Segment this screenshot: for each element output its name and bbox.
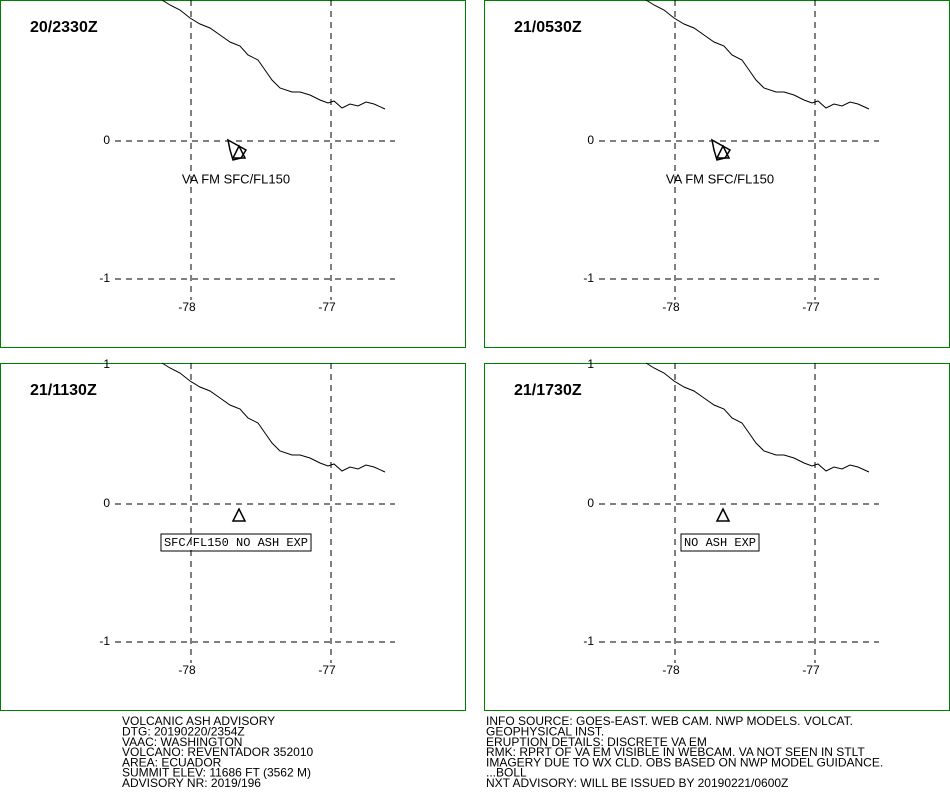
valid-time: 21/1130Z xyxy=(30,382,97,399)
lat-label: -1 xyxy=(583,271,594,285)
footer-line: IMAGERY DUE TO WX CLD. OBS BASED ON NWP … xyxy=(486,755,883,769)
lon-label: -77 xyxy=(802,663,820,677)
lat-label: 1 xyxy=(103,357,110,371)
footer-line: RMK: RPRT OF VA EM VISIBLE IN WEBCAM. VA… xyxy=(486,745,865,759)
volcano-icon xyxy=(715,507,731,522)
footer-line: INFO SOURCE: GOES-EAST. WEB CAM. NWP MOD… xyxy=(486,714,853,728)
lat-label: -1 xyxy=(99,634,110,648)
footer-line: NXT ADVISORY: WILL BE ISSUED BY 20190221… xyxy=(486,776,788,790)
label-box xyxy=(680,533,760,552)
valid-time: 21/0530Z xyxy=(514,19,582,36)
lon-label: -78 xyxy=(178,663,196,677)
lat-label: 0 xyxy=(103,133,110,147)
footer-line: AREA: ECUADOR xyxy=(122,755,222,769)
footer-line: VOLCANO: REVENTADOR 352010 xyxy=(122,745,314,759)
lon-label: -78 xyxy=(662,300,680,314)
lon-label: -78 xyxy=(662,663,680,677)
lon-label: -77 xyxy=(318,663,336,677)
lat-label: 0 xyxy=(587,496,594,510)
map-panel: 21/1730Z 1 0 -1 -78 -77 NO ASH EXP xyxy=(484,357,950,711)
coastline xyxy=(645,362,870,473)
lat-label: 0 xyxy=(103,496,110,510)
valid-time: 20/2330Z xyxy=(30,19,98,36)
lat-label: -1 xyxy=(583,634,594,648)
panel-border xyxy=(0,0,466,348)
map-panel: 21/1130Z 1 0 -1 -78 -77 SFC/FL150 NO ASH EXP xyxy=(0,357,466,711)
lon-label: -78 xyxy=(178,300,196,314)
coastline xyxy=(161,362,386,473)
ash-area xyxy=(710,138,732,161)
no-ash-label: NO ASH EXP xyxy=(684,536,756,550)
lon-label: -77 xyxy=(802,300,820,314)
footer-line: GEOPHYSICAL INST. xyxy=(486,724,604,738)
label-box xyxy=(160,533,312,552)
footer-line: VOLCANIC ASH ADVISORY xyxy=(122,714,275,728)
coastline xyxy=(161,0,386,110)
footer-line: ...BOLL xyxy=(486,766,527,780)
footer-line: VAAC: WASHINGTON xyxy=(122,735,242,749)
ash-label: VA FM SFC/FL150 xyxy=(182,171,290,186)
lon-label: -77 xyxy=(318,300,336,314)
no-ash-label: SFC/FL150 NO ASH EXP xyxy=(164,536,308,550)
coastline xyxy=(645,0,870,110)
footer-line: DTG: 20190220/2354Z xyxy=(122,724,245,738)
lat-label: -1 xyxy=(99,271,110,285)
valid-time: 21/1730Z xyxy=(514,382,582,399)
footer-line: ADVISORY NR: 2019/196 xyxy=(122,776,261,790)
lat-label: 1 xyxy=(587,357,594,371)
footer-line: SUMMIT ELEV: 11686 FT (3562 M) xyxy=(122,766,311,780)
map-panel: 21/0530Z 0 -1 -78 -77 VA FM SFC/FL150 xyxy=(484,0,950,348)
ash-label: VA FM SFC/FL150 xyxy=(666,171,774,186)
volcano-icon xyxy=(231,507,247,522)
footer-line: ERUPTION DETAILS: DISCRETE VA EM xyxy=(486,735,707,749)
panel-border xyxy=(0,363,466,711)
lat-label: 0 xyxy=(587,133,594,147)
ash-area xyxy=(226,138,248,161)
map-panel: 20/2330Z 0 -1 -78 -77 VA FM SFC/FL150 xyxy=(0,0,466,348)
